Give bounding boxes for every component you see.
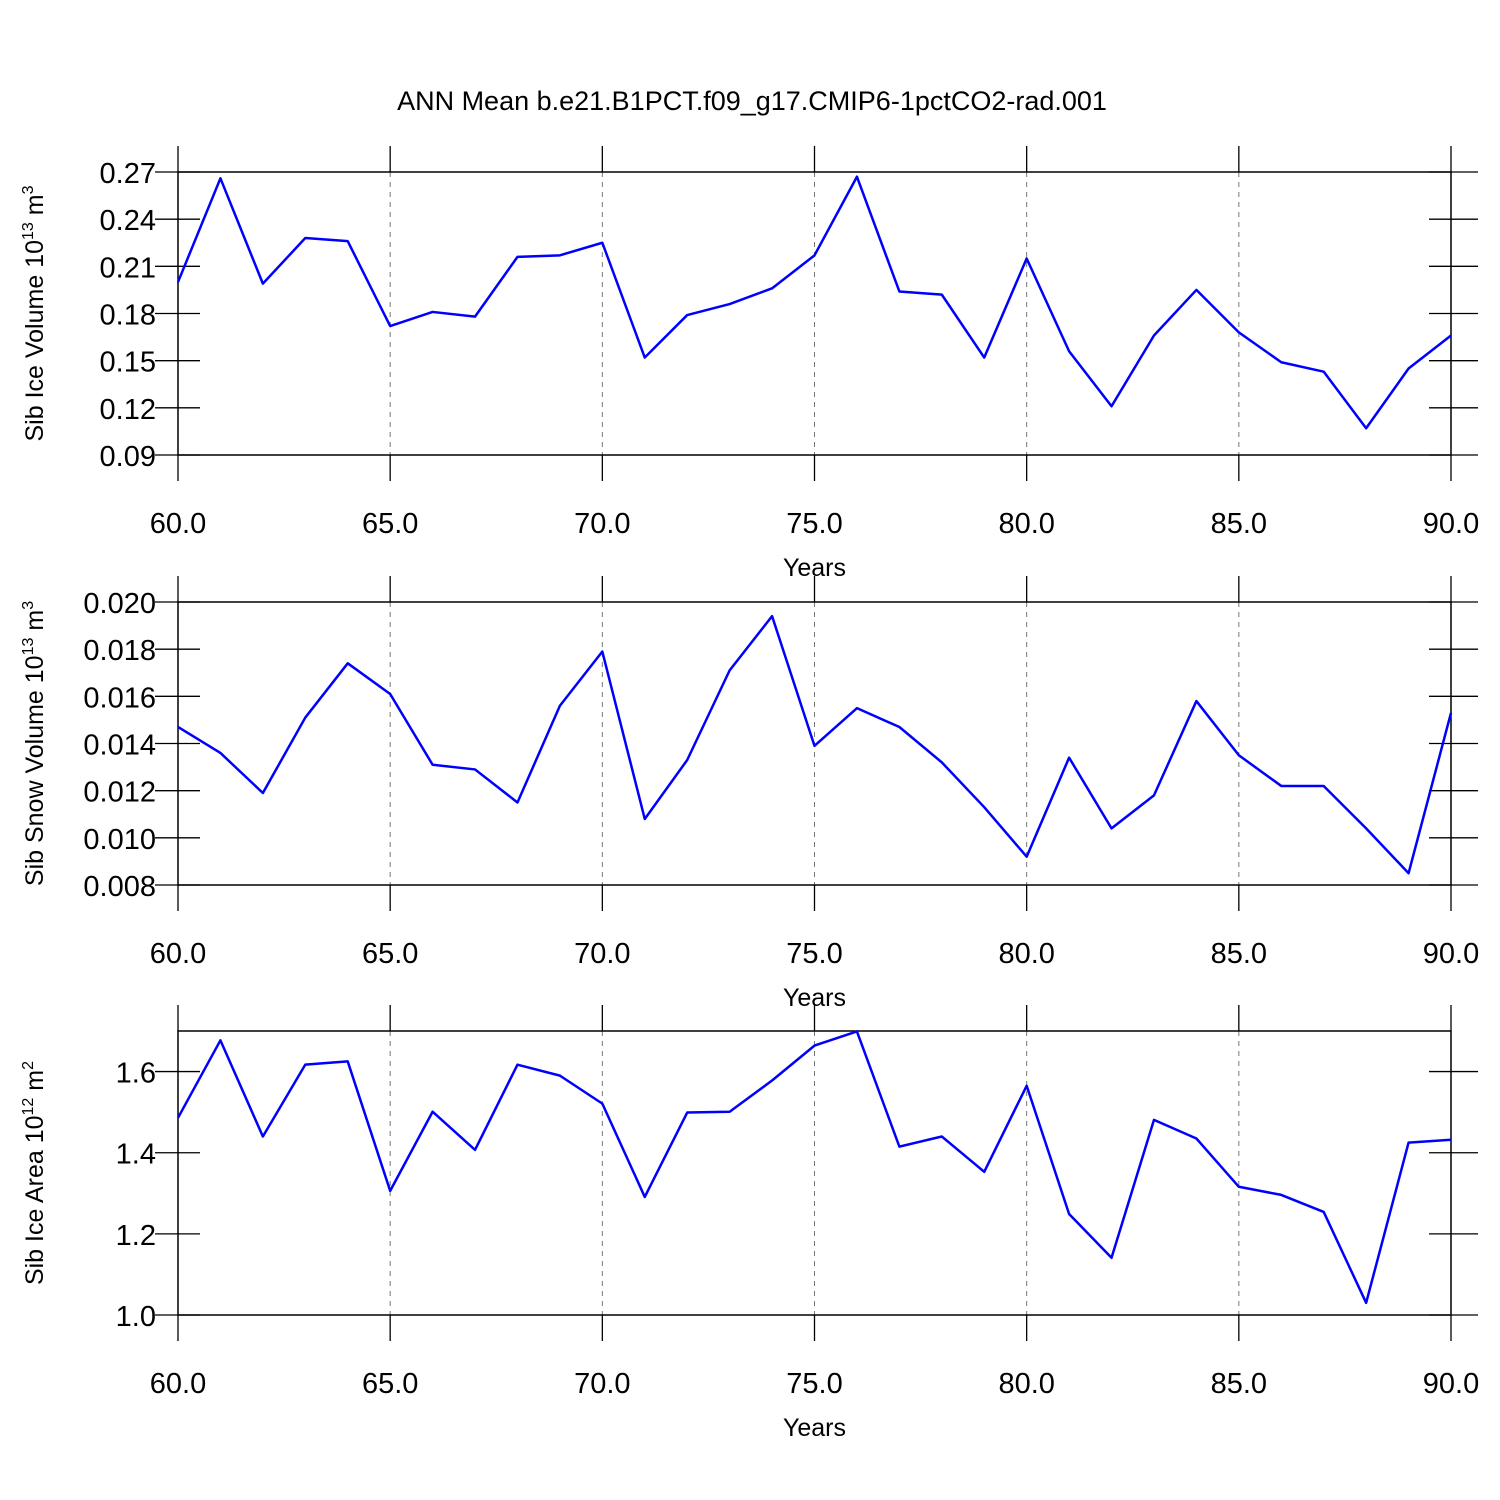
x-tick-label: 70.0 <box>574 938 630 970</box>
data-line <box>176 175 1452 430</box>
x-tick-label: 85.0 <box>1211 938 1267 970</box>
y-axis-title-part: 12 <box>20 1098 37 1116</box>
x-tick-label: 70.0 <box>574 508 630 540</box>
y-axis-title: Sib Snow Volume 1013 m3 <box>20 601 49 886</box>
x-axis-title: Years <box>783 1414 846 1442</box>
y-axis-title-part: 3 <box>20 185 37 194</box>
y-tick-label: 1.2 <box>116 1220 156 1252</box>
data-line <box>177 614 1453 875</box>
x-tick-label: 80.0 <box>998 508 1054 540</box>
x-tick-label: 65.0 <box>362 938 418 970</box>
y-axis-title-part: 2 <box>20 1061 37 1070</box>
y-tick-label: 0.008 <box>83 871 156 903</box>
plot-frame <box>177 601 1452 886</box>
y-tick-label: 0.016 <box>83 682 156 714</box>
y-tick-label: 0.014 <box>83 730 156 762</box>
y-tick-label: 0.12 <box>100 394 156 426</box>
y-tick-label: 1.4 <box>116 1139 156 1171</box>
y-axis-title-part: 13 <box>20 222 37 240</box>
x-tick-label: 85.0 <box>1211 508 1267 540</box>
plot-frame <box>177 171 1452 456</box>
y-axis-title-part: m <box>21 610 49 631</box>
x-tick-label: 85.0 <box>1211 1368 1267 1400</box>
x-tick-label: 90.0 <box>1423 938 1479 970</box>
y-axis-title-part: m <box>21 194 49 215</box>
y-tick-label: 0.15 <box>100 347 156 379</box>
y-tick-label: 0.18 <box>100 300 156 332</box>
y-tick-label: 1.0 <box>116 1301 156 1333</box>
y-axis-title-part: Sib Snow Volume 10 <box>21 655 49 886</box>
plot-frame <box>177 1030 1452 1316</box>
x-tick-label: 80.0 <box>998 1368 1054 1400</box>
x-tick-label: 60.0 <box>150 508 206 540</box>
y-tick-label: 1.6 <box>116 1058 156 1090</box>
x-tick-label: 60.0 <box>150 1368 206 1400</box>
y-tick-label: 0.020 <box>83 588 156 620</box>
y-tick-label: 0.21 <box>100 252 156 284</box>
x-tick-label: 75.0 <box>786 938 842 970</box>
x-tick-label: 90.0 <box>1423 508 1479 540</box>
x-tick-label: 65.0 <box>362 1368 418 1400</box>
figure-title: ANN Mean b.e21.B1PCT.f09_g17.CMIP6-1pctC… <box>397 86 1107 116</box>
x-tick-label: 75.0 <box>786 508 842 540</box>
x-tick-label: 75.0 <box>786 1368 842 1400</box>
y-axis-title: Sib Ice Area 1012 m2 <box>20 1061 49 1285</box>
y-axis-title-part: 13 <box>20 638 37 656</box>
y-tick-label: 0.012 <box>83 777 156 809</box>
y-axis-title-part: Sib Ice Volume 10 <box>21 240 49 442</box>
y-tick-label: 0.09 <box>100 441 156 473</box>
x-tick-label: 90.0 <box>1423 1368 1479 1400</box>
x-tick-label: 80.0 <box>998 938 1054 970</box>
y-axis-title-part: Sib Ice Area 10 <box>21 1115 49 1285</box>
y-axis-title-part: m <box>21 1070 49 1091</box>
y-tick-label: 0.018 <box>83 635 156 667</box>
y-tick-label: 0.27 <box>100 158 156 190</box>
y-tick-label: 0.010 <box>83 824 156 856</box>
y-axis-title-part: 3 <box>20 601 37 610</box>
x-tick-label: 70.0 <box>574 1368 630 1400</box>
data-line <box>176 1030 1452 1305</box>
x-tick-label: 60.0 <box>150 938 206 970</box>
x-tick-label: 65.0 <box>362 508 418 540</box>
y-tick-label: 0.24 <box>100 205 156 237</box>
y-axis-title: Sib Ice Volume 1013 m3 <box>20 185 49 441</box>
